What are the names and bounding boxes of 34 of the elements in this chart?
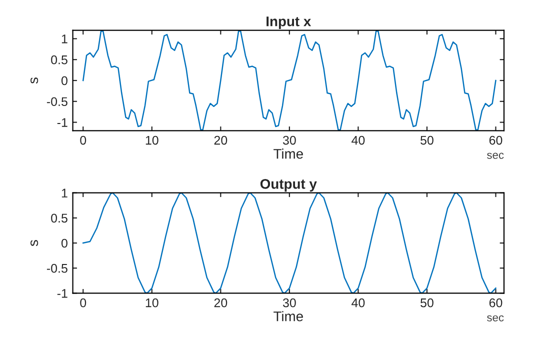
y-tick-label: 0.5	[51, 55, 68, 64]
x-axis-title: Time	[274, 311, 303, 322]
x-tick-label: 50	[420, 298, 434, 308]
chart-title: Output y	[260, 178, 317, 192]
y-tick-label: 1	[62, 34, 68, 44]
y-tick-label: 0.5	[51, 214, 68, 223]
x-tick-label: 40	[352, 136, 365, 145]
y-tick-label: -1	[57, 289, 68, 298]
x-tick-label: 10	[146, 136, 158, 145]
x-tick-label: 40	[352, 298, 365, 308]
x-axis-title: Time	[274, 148, 303, 159]
x-tick-label: 10	[146, 298, 158, 308]
x-tick-label: 20	[214, 298, 228, 308]
y-tick-label: -0.5	[46, 97, 68, 106]
y-axis-title: s	[30, 78, 38, 84]
text: sec	[487, 152, 504, 159]
y-tick-label: 0	[61, 238, 68, 248]
chart-title: Input x	[266, 16, 312, 30]
y-tick-label: -1	[57, 118, 68, 127]
x-tick-label: 50	[420, 136, 434, 145]
x-tick-label: 60	[489, 298, 502, 308]
line-series	[82, 30, 496, 130]
x-tick-label: 60	[489, 136, 502, 145]
text: sec	[487, 315, 504, 322]
y-tick-label: 1	[62, 188, 68, 198]
y-tick-label: 0	[61, 76, 68, 86]
x-tick-label: 0	[80, 298, 86, 308]
x-tick-label: 30	[282, 136, 296, 145]
y-axis-title: s	[30, 240, 38, 246]
x-tick-label: 0	[80, 136, 86, 145]
x-tick-label: 30	[282, 298, 296, 308]
line-series	[82, 192, 496, 294]
y-tick-label: -0.5	[46, 264, 68, 273]
x-tick-label: 20	[214, 136, 228, 145]
